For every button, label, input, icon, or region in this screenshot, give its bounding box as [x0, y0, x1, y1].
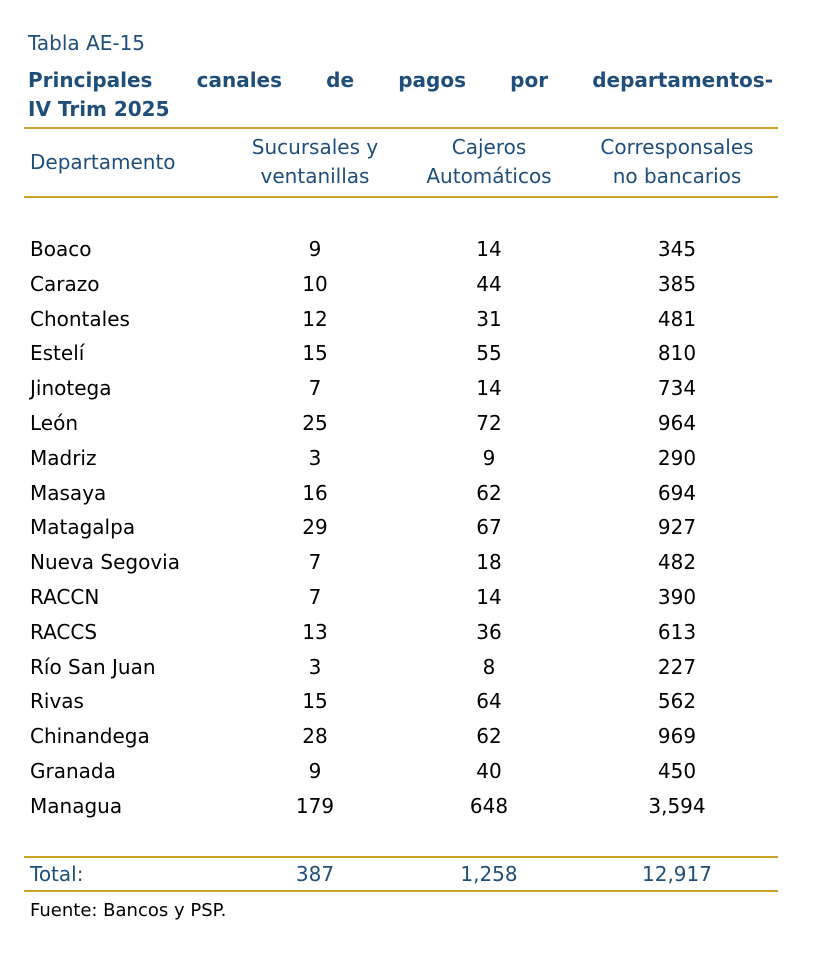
cell-value: 12 [302, 306, 328, 331]
cell-value: 734 [657, 376, 697, 401]
cell-value: 15 [302, 341, 328, 366]
row-label: Jinotega [30, 376, 112, 401]
cell-value: 14 [476, 585, 502, 609]
cell-value: 482 [657, 550, 697, 575]
row-label: Nueva Segovia [30, 550, 180, 575]
cell-value: 3 [308, 654, 322, 679]
cell-value: 36 [476, 619, 502, 644]
cell-value: 15 [302, 689, 328, 714]
cell-value: 67 [476, 515, 502, 540]
row-label: León [30, 411, 79, 435]
title-line: IV Trim 2025 [28, 97, 170, 121]
row-label: RACCN [30, 585, 100, 609]
cell-value: 810 [657, 341, 697, 366]
cell-value: 62 [476, 724, 502, 749]
rule [24, 127, 778, 129]
row-label: Masaya [30, 480, 107, 505]
cell-value: 450 [657, 759, 697, 783]
row-label: Carazo [30, 271, 100, 296]
cell-value: 7 [308, 550, 322, 575]
cell-value: 18 [476, 550, 502, 575]
cell-value: 227 [657, 654, 697, 679]
cell-value: 179 [295, 793, 335, 818]
cell-value: 62 [476, 480, 502, 505]
total-value: 387 [295, 862, 335, 886]
row-label: Chinandega [30, 724, 150, 749]
row-label: Managua [30, 793, 123, 818]
cell-value: 40 [476, 759, 502, 783]
table-title: Principales canales de pagos por departa… [28, 66, 773, 124]
cell-value: 16 [302, 480, 328, 505]
cell-value: 14 [476, 237, 502, 261]
row-label: Estelí [30, 341, 85, 366]
cell-value: 613 [657, 619, 697, 644]
title-line: Principales canales de pagos por departa… [28, 68, 773, 92]
row-label: Chontales [30, 306, 130, 331]
cell-value: 29 [302, 515, 328, 540]
cell-value: 562 [657, 689, 697, 714]
row-label: Río San Juan [30, 654, 156, 679]
row-label: Matagalpa [30, 515, 136, 540]
cell-value: 31 [476, 306, 502, 331]
cell-value: 9 [482, 445, 496, 470]
cell-value: 14 [476, 376, 502, 401]
cell-value: 72 [476, 411, 502, 435]
cell-value: 481 [657, 306, 697, 331]
source-note: Fuente: Bancos y PSP. [30, 900, 227, 921]
row-label: Granada [30, 759, 116, 783]
cell-value: 9 [308, 237, 322, 261]
row-label: RACCS [30, 619, 98, 644]
cell-value: 64 [476, 689, 502, 714]
column-header: Sucursales y ventanillas [251, 135, 379, 188]
total-value: 12,917 [642, 862, 712, 886]
table-label: Tabla AE-15 [28, 31, 146, 55]
cell-value: 28 [302, 724, 328, 749]
total-value: 1,258 [460, 862, 518, 886]
cell-value: 390 [657, 585, 697, 609]
cell-value: 969 [657, 724, 697, 749]
column-header: Departamento [30, 150, 176, 174]
cell-value: 7 [308, 376, 322, 401]
row-label: Rivas [30, 689, 84, 714]
total-label: Total: [30, 862, 84, 886]
cell-value: 10 [302, 271, 328, 296]
cell-value: 3,594 [648, 793, 706, 818]
cell-value: 25 [302, 411, 328, 435]
column-header: Cajeros Automáticos [426, 135, 552, 188]
cell-value: 385 [657, 271, 697, 296]
cell-value: 7 [308, 585, 322, 609]
rule [24, 890, 778, 892]
cell-value: 694 [657, 480, 697, 505]
column-header: Corresponsales no bancarios [600, 135, 754, 188]
rule [24, 196, 778, 198]
cell-value: 13 [302, 619, 328, 644]
cell-value: 8 [482, 654, 496, 679]
rule [24, 856, 778, 858]
cell-value: 927 [657, 515, 697, 540]
row-label: Boaco [30, 237, 92, 261]
cell-value: 9 [308, 759, 322, 783]
cell-value: 964 [657, 411, 697, 435]
cell-value: 44 [476, 271, 502, 296]
row-label: Madriz [30, 445, 97, 470]
cell-value: 3 [308, 445, 322, 470]
cell-value: 55 [476, 341, 502, 366]
cell-value: 345 [657, 237, 697, 261]
cell-value: 290 [657, 445, 697, 470]
cell-value: 648 [469, 793, 509, 818]
